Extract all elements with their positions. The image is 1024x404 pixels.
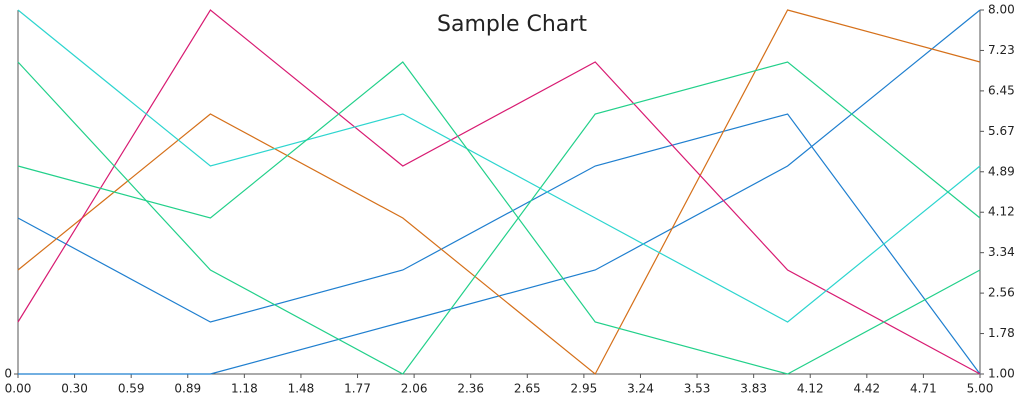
y-tick-label: 7.23 — [988, 43, 1015, 57]
x-tick-label: 4.12 — [797, 382, 824, 396]
line-series — [17, 9, 981, 323]
y-tick-label: 3.34 — [988, 245, 1015, 259]
x-tick-label: 4.42 — [853, 382, 880, 396]
x-tick-label: 2.95 — [571, 382, 598, 396]
y-tick-label: 8.00 — [988, 3, 1015, 17]
x-tick-label: 2.36 — [457, 382, 484, 396]
left-y-tick-label: 0 — [4, 367, 12, 381]
x-tick-label: 1.77 — [344, 382, 371, 396]
y-tick-label: 4.12 — [988, 205, 1015, 219]
x-tick-label: 2.06 — [401, 382, 428, 396]
x-tick-label: 3.53 — [684, 382, 711, 396]
x-tick-label: 1.48 — [288, 382, 315, 396]
y-tick-label: 6.45 — [988, 83, 1015, 97]
x-tick-label: 0.59 — [118, 382, 145, 396]
y-tick-label: 5.67 — [988, 124, 1015, 138]
y-tick-label: 1.00 — [988, 367, 1015, 381]
line-series — [17, 9, 981, 375]
line-series — [17, 61, 981, 375]
x-tick-label: 3.24 — [627, 382, 654, 396]
chart-title: Sample Chart — [437, 12, 587, 37]
x-tick-label: 2.65 — [514, 382, 541, 396]
x-tick-label: 0.00 — [5, 382, 32, 396]
x-tick-label: 0.30 — [61, 382, 88, 396]
y-tick-label: 1.78 — [988, 326, 1015, 340]
x-tick-label: 1.18 — [231, 382, 258, 396]
y-tick-label: 2.56 — [988, 286, 1015, 300]
y-tick-label: 4.89 — [988, 164, 1015, 178]
x-tick-label: 5.00 — [967, 382, 994, 396]
x-tick-label: 4.71 — [910, 382, 937, 396]
line-series — [17, 61, 981, 375]
x-tick-label: 3.83 — [740, 382, 767, 396]
line-series — [17, 113, 981, 375]
x-tick-label: 0.89 — [174, 382, 201, 396]
